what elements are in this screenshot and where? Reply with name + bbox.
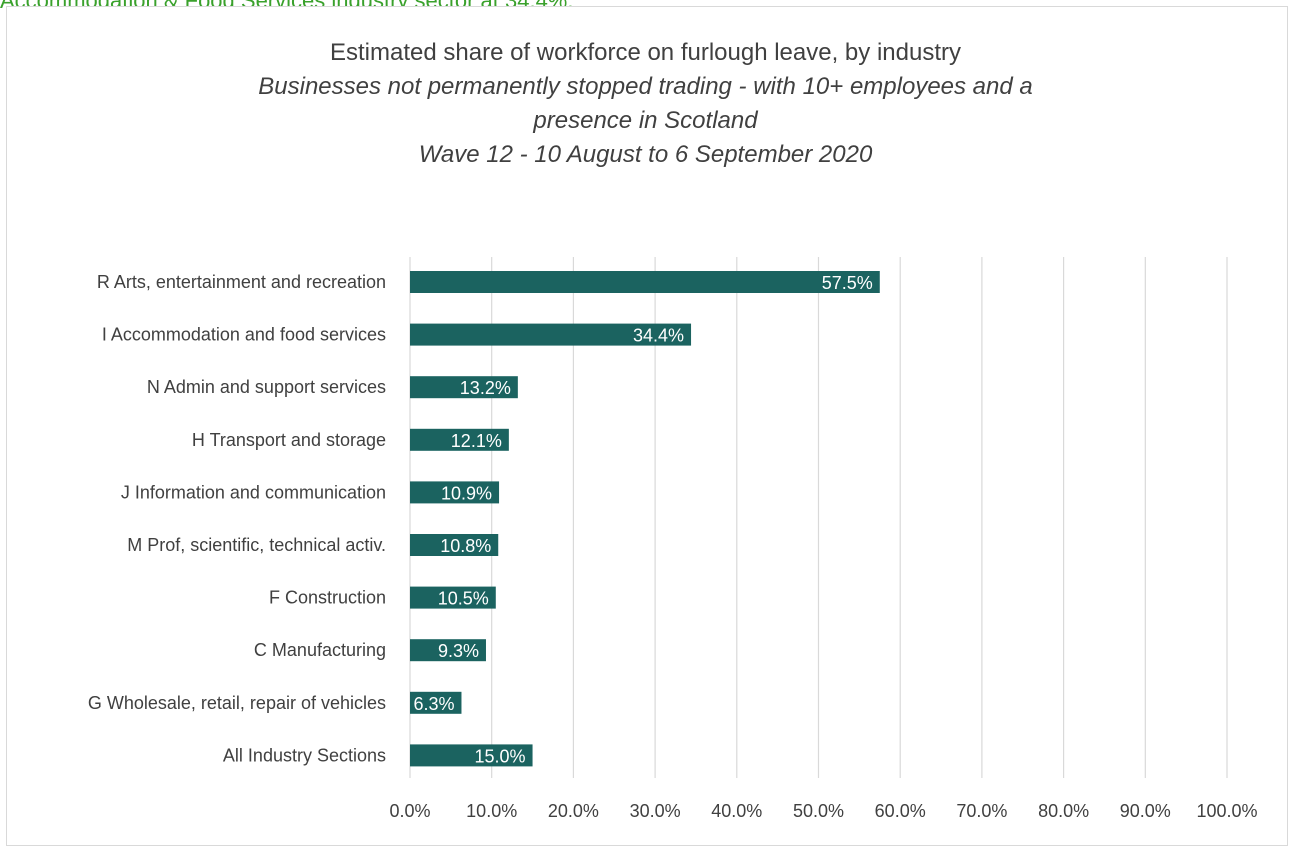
category-label: N Admin and support services (147, 377, 386, 397)
data-label: 6.3% (413, 694, 454, 714)
chart-frame (6, 6, 1288, 846)
bar (410, 639, 486, 662)
bar (410, 481, 500, 504)
data-label: 12.1% (451, 431, 502, 451)
category-label: J Information and communication (121, 482, 386, 502)
bar (410, 271, 880, 293)
data-label: 9.3% (438, 641, 479, 661)
data-label: 13.2% (460, 378, 511, 398)
chart-subtitle-line-3: Wave 12 - 10 August to 6 September 2020 (418, 141, 873, 168)
x-tick-label: 70.0% (956, 801, 1007, 821)
x-tick-label: 10.0% (466, 801, 517, 821)
category-label: H Transport and storage (192, 430, 386, 450)
x-tick-label: 20.0% (548, 801, 599, 821)
bar (410, 376, 518, 399)
x-tick-label: 40.0% (711, 801, 762, 821)
x-tick-label: 50.0% (793, 801, 844, 821)
category-label: M Prof, scientific, technical activ. (127, 535, 386, 555)
chart-titles: Estimated share of workforce on furlough… (0, 36, 1291, 172)
data-label: 10.9% (441, 483, 492, 503)
bar (410, 744, 533, 767)
bar (410, 323, 692, 346)
data-label: 10.8% (440, 536, 491, 556)
x-tick-label: 80.0% (1038, 801, 1089, 821)
category-label: All Industry Sections (223, 745, 386, 765)
chart-subtitle-line-2: presence in Scotland (533, 107, 758, 134)
data-label: 57.5% (822, 273, 873, 293)
category-label: I Accommodation and food services (102, 325, 386, 345)
x-tick-label: 0.0% (389, 801, 430, 821)
data-label: 15.0% (475, 746, 526, 766)
bar (410, 691, 462, 714)
bar (410, 534, 499, 556)
chart-subtitle-line-1: Businesses not permanently stopped tradi… (258, 73, 1033, 100)
category-label: F Construction (269, 588, 386, 608)
data-label: 34.4% (633, 326, 684, 346)
chart-title: Estimated share of workforce on furlough… (330, 39, 961, 66)
data-label: 10.5% (438, 589, 489, 609)
category-label: G Wholesale, retail, repair of vehicles (88, 693, 386, 713)
category-label: R Arts, entertainment and recreation (97, 272, 386, 292)
x-tick-label: 30.0% (630, 801, 681, 821)
category-label: C Manufacturing (254, 640, 386, 660)
bar (410, 428, 509, 451)
x-tick-label: 100.0% (1196, 801, 1257, 821)
x-tick-label: 60.0% (875, 801, 926, 821)
x-tick-label: 90.0% (1120, 801, 1171, 821)
bar (410, 586, 496, 609)
